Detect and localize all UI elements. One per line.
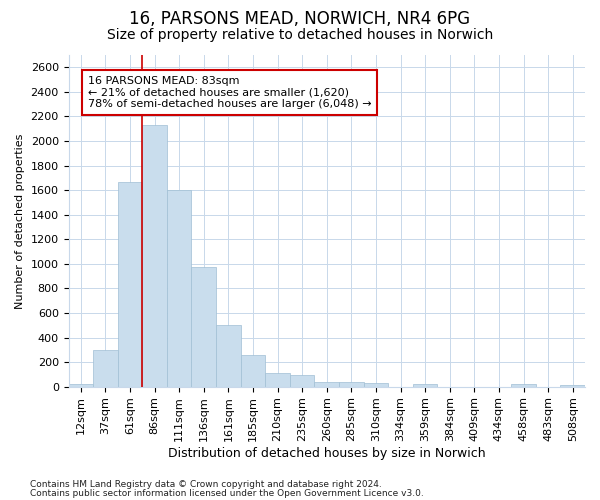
Y-axis label: Number of detached properties: Number of detached properties xyxy=(15,133,25,308)
Bar xyxy=(142,125,167,386)
Text: Size of property relative to detached houses in Norwich: Size of property relative to detached ho… xyxy=(107,28,493,42)
Bar xyxy=(216,324,241,386)
Text: 16, PARSONS MEAD, NORWICH, NR4 6PG: 16, PARSONS MEAD, NORWICH, NR4 6PG xyxy=(130,10,470,28)
Text: Contains HM Land Registry data © Crown copyright and database right 2024.: Contains HM Land Registry data © Crown c… xyxy=(30,480,382,489)
Bar xyxy=(314,382,339,386)
Bar xyxy=(511,384,536,386)
Bar xyxy=(68,384,93,386)
X-axis label: Distribution of detached houses by size in Norwich: Distribution of detached houses by size … xyxy=(168,447,485,460)
Bar xyxy=(167,190,191,386)
Text: 16 PARSONS MEAD: 83sqm
← 21% of detached houses are smaller (1,620)
78% of semi-: 16 PARSONS MEAD: 83sqm ← 21% of detached… xyxy=(88,76,371,109)
Bar xyxy=(339,382,364,386)
Bar xyxy=(560,385,585,386)
Bar xyxy=(191,267,216,386)
Text: Contains public sector information licensed under the Open Government Licence v3: Contains public sector information licen… xyxy=(30,488,424,498)
Bar xyxy=(265,372,290,386)
Bar xyxy=(413,384,437,386)
Bar xyxy=(290,375,314,386)
Bar xyxy=(93,350,118,386)
Bar xyxy=(118,182,142,386)
Bar xyxy=(241,356,265,386)
Bar xyxy=(364,383,388,386)
